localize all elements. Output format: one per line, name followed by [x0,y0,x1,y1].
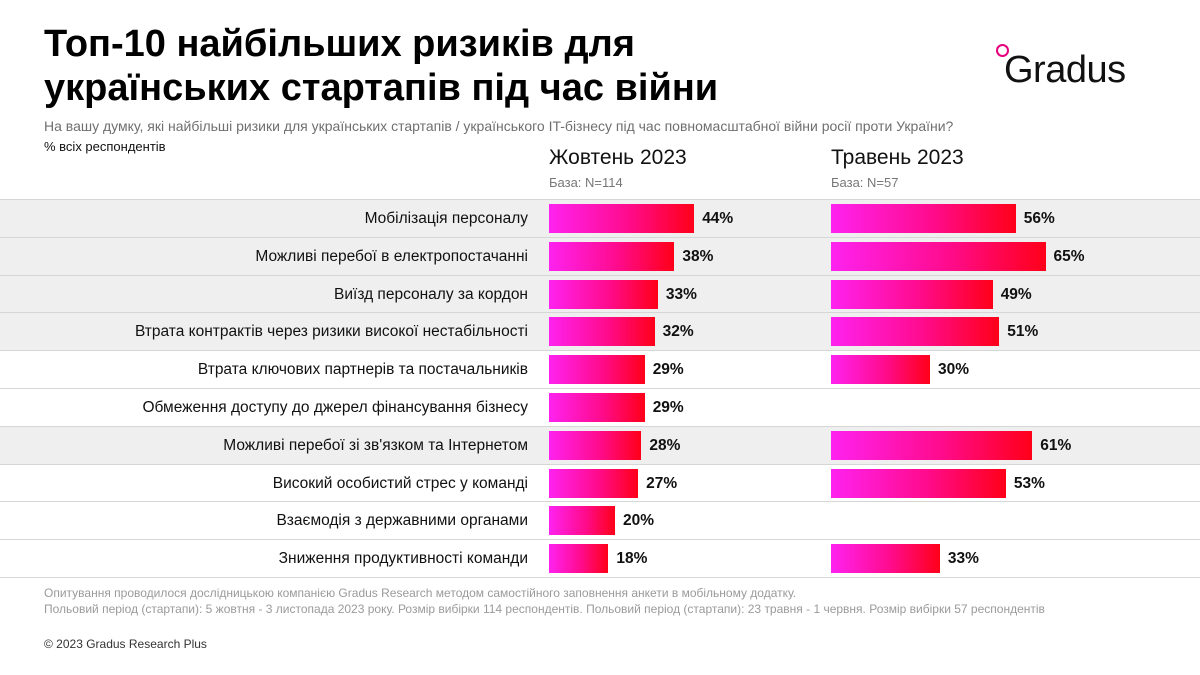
value-label-may: 51% [1007,323,1039,341]
gradus-logo: Gradus [996,44,1166,94]
page-title: Топ-10 найбільших ризиків для українськи… [44,23,719,109]
chart-row: Взаємодія з державними органами 20% [0,501,1200,539]
value-label-may: 65% [1053,247,1085,265]
bar-may [831,279,993,309]
value-label-october: 38% [682,247,714,265]
copyright: © 2023 Gradus Research Plus [44,637,207,651]
bar-october [549,355,645,385]
series-base-may: База: N=57 [831,175,899,190]
value-label-october: 44% [702,210,734,227]
value-label-october: 18% [616,550,648,568]
column-header-october: Жовтень 2023 База: N=114 [549,145,687,191]
methodology-footer: Опитування проводилося дослідницькою ком… [44,585,1144,617]
value-label-october: 29% [652,361,684,379]
chart-row: Мобілізація персоналу 44% 56% [0,199,1200,237]
value-label-october: 32% [662,323,694,341]
series-name-may: Травень 2023 [831,146,964,169]
value-label-october: 29% [652,399,684,416]
value-label-may: 33% [947,550,979,568]
category-label: Обмеження доступу до джерел фінансування… [142,399,528,416]
bar-october [549,241,675,271]
bar-october [549,506,615,536]
bar-may [831,241,1046,271]
bar-may [831,317,1000,347]
series-name-october: Жовтень 2023 [549,146,687,169]
chart-row: Втрата ключових партнерів та постачальни… [0,350,1200,388]
bar-october [549,430,642,460]
chart-row: Можливі перебої в електропостачанні 38% 65… [0,236,1200,275]
category-label: Можливі перебої в електропостачанні [255,247,528,265]
column-header-may: Травень 2023 База: N=57 [831,145,964,191]
value-label-may: 53% [1013,474,1045,492]
chart-row: Обмеження доступу до джерел фінансування… [0,388,1200,426]
footer-line-1: Опитування проводилося дослідницькою ком… [44,586,797,600]
category-label: Зниження продуктивності команди [278,550,528,568]
bar-may [831,430,1033,460]
value-label-may: 30% [938,361,970,379]
category-label: Можливі перебої зі зв'язком та Інтернето… [223,436,528,454]
bar-may [831,355,930,385]
question-subtitle: На вашу думку, які найбільші ризики для … [44,118,954,134]
risk-bar-chart: Мобілізація персоналу 44% 56% Можливі переб… [0,199,1200,579]
category-label: Взаємодія з державними органами [276,512,528,530]
logo-ring-icon [996,44,1009,57]
chart-row: Виїзд персоналу за кордон 33% 49% [0,274,1200,313]
chart-row: Зниження продуктивності команди 18% 33% [0,539,1200,579]
footer-line-2: Польовий період (стартапи): 5 жовтня - 3… [44,602,1045,616]
value-label-may: 56% [1023,210,1055,227]
bar-may [831,544,940,574]
category-label: Втрата контрактів через ризики високої н… [134,323,528,341]
chart-row: Втрата контрактів через ризики високої н… [0,312,1200,351]
bar-october [549,468,639,498]
category-label: Виїзд персоналу за кордон [334,285,528,303]
category-label: Втрата ключових партнерів та постачальни… [197,361,528,379]
bar-may [831,204,1016,233]
value-label-may: 61% [1040,436,1072,454]
category-label: Високий особистий стрес у команді [272,474,528,492]
value-label-october: 28% [649,436,681,454]
bar-october [549,393,645,422]
unit-note: % всіх респондентів [44,139,166,154]
bar-october [549,204,695,233]
value-label-october: 20% [623,512,655,530]
chart-row: Можливі перебої зі зв'язком та Інтернето… [0,425,1200,464]
value-label-october: 27% [646,474,678,492]
series-base-october: База: N=114 [549,175,623,190]
bar-october [549,317,655,347]
bar-october [549,279,658,309]
value-label-october: 33% [665,285,697,303]
value-label-may: 49% [1000,285,1032,303]
category-label: Мобілізація персоналу [364,210,528,227]
chart-row: Високий особистий стрес у команді 27% 53% [0,463,1200,502]
logo-text: Gradus [1004,49,1126,91]
bar-october [549,544,609,574]
bar-may [831,468,1006,498]
